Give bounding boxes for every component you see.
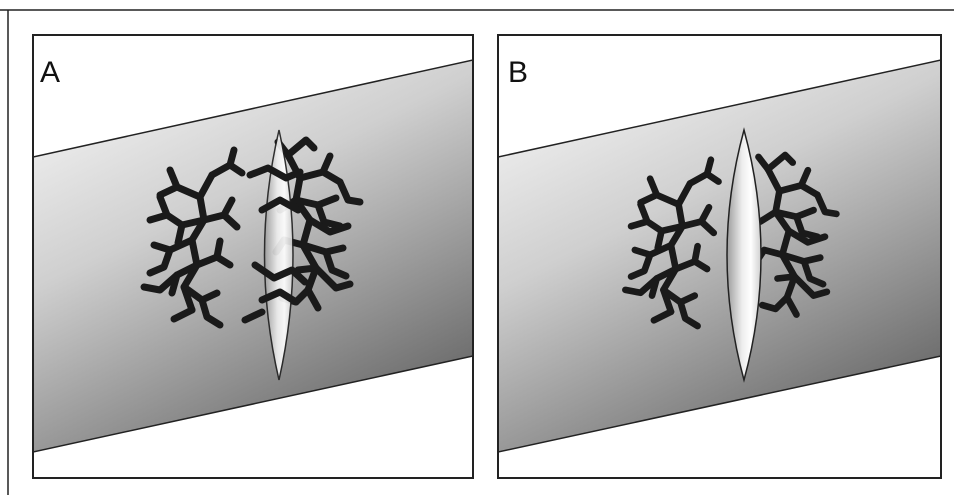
panel-b: B <box>497 34 942 479</box>
panel-a-label: A <box>40 56 60 89</box>
panel-a-band <box>33 59 473 453</box>
panel-b-label: B <box>508 56 528 89</box>
panel-a-border <box>32 34 474 479</box>
panel-b-band <box>498 59 941 453</box>
panel-a: A <box>32 34 474 479</box>
panel-b-lens <box>726 127 762 383</box>
panel-b-border <box>497 34 942 479</box>
panel-a-dendrites-front <box>241 164 309 324</box>
